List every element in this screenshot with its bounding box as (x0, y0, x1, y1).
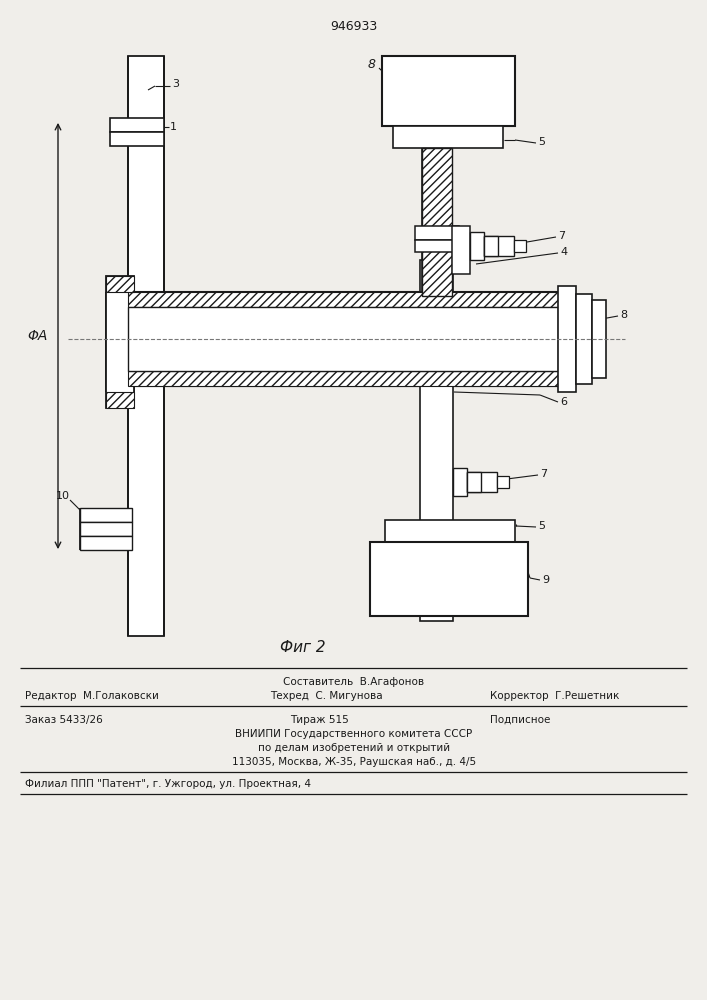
Text: 8: 8 (368, 57, 376, 70)
Text: 946933: 946933 (330, 20, 378, 33)
Bar (106, 392, 134, 408)
Text: Составитель  В.Агафонов: Составитель В.Агафонов (284, 677, 425, 687)
Bar (558, 286, 576, 392)
Bar (382, 56, 515, 126)
Text: Корректор  Г.Решетник: Корректор Г.Решетник (490, 691, 619, 701)
Text: 1: 1 (170, 122, 177, 132)
Bar (415, 226, 459, 240)
Bar (420, 260, 453, 292)
Bar (484, 236, 498, 256)
Bar (484, 236, 514, 256)
Bar (393, 126, 503, 148)
Text: Фиг 2: Фиг 2 (280, 641, 326, 656)
Bar (110, 132, 164, 146)
Text: 113035, Москва, Ж-35, Раушская наб., д. 4/5: 113035, Москва, Ж-35, Раушская наб., д. … (232, 757, 476, 767)
Text: 5: 5 (538, 521, 545, 531)
Bar (385, 520, 515, 542)
Bar (592, 300, 606, 378)
Text: Подписное: Подписное (490, 715, 550, 725)
Bar (128, 292, 558, 307)
Text: ΦА: ΦА (28, 329, 48, 343)
Text: 6: 6 (560, 397, 567, 407)
Bar (415, 240, 459, 252)
Bar (467, 472, 481, 492)
Text: ВНИИПИ Государственного комитета СССР: ВНИИПИ Государственного комитета СССР (235, 729, 472, 739)
Bar (80, 522, 132, 536)
Text: 7: 7 (540, 469, 547, 479)
Text: 4: 4 (560, 247, 567, 257)
Bar (422, 148, 452, 296)
Bar (80, 508, 132, 522)
Bar (452, 226, 470, 274)
Bar (420, 386, 453, 621)
Text: Редактор  М.Голаковски: Редактор М.Голаковски (25, 691, 159, 701)
Text: 3: 3 (172, 79, 179, 89)
Text: 10: 10 (56, 491, 70, 501)
Bar (467, 472, 497, 492)
Text: по делам изобретений и открытий: по делам изобретений и открытий (258, 743, 450, 753)
Text: 8: 8 (620, 310, 627, 320)
Text: Тираж 515: Тираж 515 (290, 715, 349, 725)
Bar (110, 118, 164, 132)
Text: 9: 9 (542, 575, 549, 585)
Bar (470, 232, 484, 260)
Bar (106, 276, 134, 408)
Bar (453, 468, 467, 496)
Bar (576, 294, 592, 384)
Text: Заказ 5433/26: Заказ 5433/26 (25, 715, 103, 725)
Text: 5: 5 (538, 137, 545, 147)
Text: Филиал ППП "Патент", г. Ужгород, ул. Проектная, 4: Филиал ППП "Патент", г. Ужгород, ул. Про… (25, 779, 311, 789)
Bar (514, 240, 526, 252)
Bar (128, 371, 558, 386)
Bar (80, 536, 132, 550)
Bar (106, 276, 134, 292)
Text: Техред  С. Мигунова: Техред С. Мигунова (270, 691, 382, 701)
Bar (497, 476, 509, 488)
Bar (370, 542, 528, 616)
Text: 2: 2 (170, 313, 177, 323)
Bar (128, 56, 164, 636)
Bar (128, 307, 558, 371)
Text: 7: 7 (558, 231, 565, 241)
